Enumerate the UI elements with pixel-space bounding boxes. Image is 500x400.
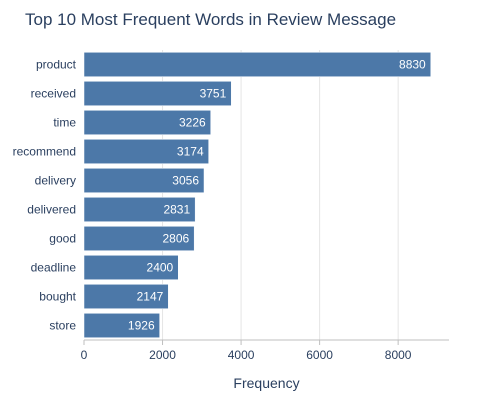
- x-tick-label-6000: 6000: [306, 348, 333, 362]
- category-labels: product received time recommend delivery deli…: [13, 58, 77, 333]
- bar-value-label-bought: 2147: [137, 290, 164, 304]
- category-label-deadline: deadline: [31, 261, 77, 275]
- bar-value-label-good: 2806: [162, 232, 189, 246]
- bar-value-label-deadline: 2400: [147, 261, 174, 275]
- x-tick-label-4000: 4000: [228, 348, 255, 362]
- category-label-product: product: [36, 58, 77, 72]
- x-tick-label-2000: 2000: [149, 348, 176, 362]
- bar-deadline: [83, 255, 179, 280]
- bar-value-label-recommend: 3174: [177, 145, 204, 159]
- category-label-recommend: recommend: [13, 145, 76, 159]
- bar-bought: [83, 284, 169, 309]
- category-label-received: received: [31, 87, 76, 101]
- category-label-time: time: [53, 116, 76, 130]
- bar-value-labels: 8830 3751 3226 3174 3056 2831 2806 2400 2147 1926: [128, 58, 426, 333]
- category-label-good: good: [49, 232, 76, 246]
- category-label-delivered: delivered: [27, 203, 76, 217]
- bar-received: [83, 81, 232, 106]
- bar-value-label-delivered: 2831: [163, 203, 190, 217]
- bar-value-label-product: 8830: [399, 58, 426, 72]
- bar-store: [83, 313, 160, 338]
- chart-title: Top 10 Most Frequent Words in Review Mes…: [25, 10, 396, 29]
- x-axis-title: Frequency: [233, 375, 299, 391]
- bar-product: [83, 52, 431, 77]
- bar-time: [83, 110, 211, 135]
- bar-value-label-store: 1926: [128, 319, 155, 333]
- bar-value-label-delivery: 3056: [172, 174, 199, 188]
- bar-delivery: [83, 168, 205, 193]
- bar-recommend: [83, 139, 209, 164]
- category-label-store: store: [49, 319, 76, 333]
- category-label-delivery: delivery: [35, 174, 76, 188]
- category-label-bought: bought: [39, 290, 76, 304]
- bar-good: [83, 226, 195, 251]
- bar-value-label-time: 3226: [179, 116, 206, 130]
- bars: [83, 52, 431, 338]
- x-tick-label-0: 0: [81, 348, 88, 362]
- bar-delivered: [83, 197, 196, 222]
- bar-value-label-received: 3751: [200, 87, 227, 101]
- x-axis: 0 2000 4000 6000 8000: [81, 339, 449, 362]
- x-tick-label-8000: 8000: [385, 348, 412, 362]
